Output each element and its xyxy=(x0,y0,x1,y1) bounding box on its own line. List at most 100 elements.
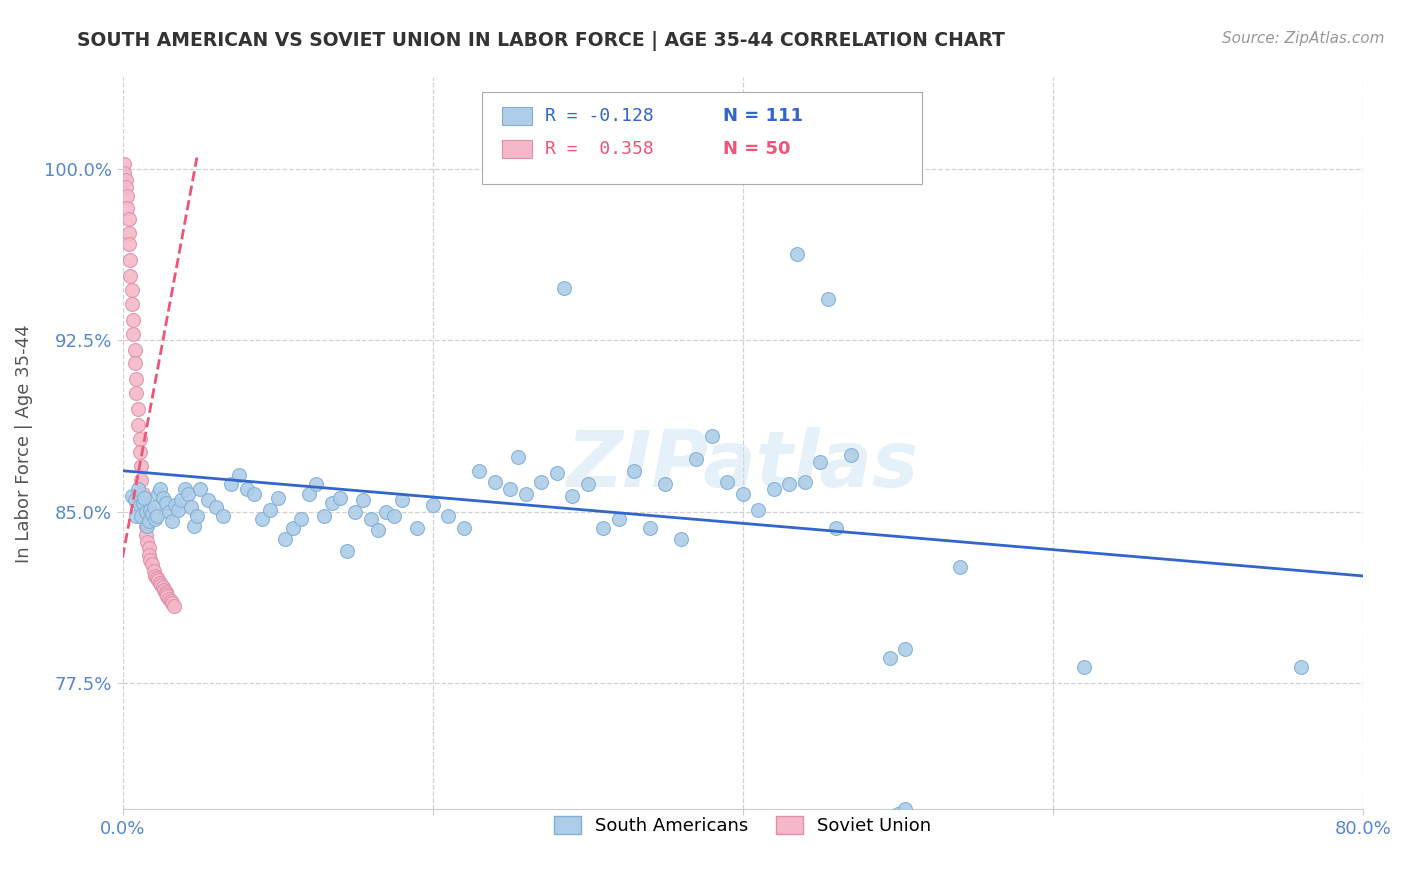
Point xyxy=(437,509,460,524)
Point xyxy=(197,493,219,508)
Point xyxy=(453,521,475,535)
Point xyxy=(894,642,917,657)
Point xyxy=(1073,660,1095,674)
Point xyxy=(157,505,180,519)
Point xyxy=(148,574,170,588)
Point xyxy=(839,448,862,462)
Point xyxy=(607,512,630,526)
Point xyxy=(382,509,405,524)
Point xyxy=(546,466,568,480)
Point xyxy=(124,356,146,370)
Point xyxy=(135,527,157,541)
Point xyxy=(180,500,202,515)
Point xyxy=(274,533,297,547)
Point xyxy=(576,477,599,491)
Point xyxy=(134,491,156,505)
Point xyxy=(700,429,723,443)
Point xyxy=(128,432,150,446)
Point xyxy=(328,491,350,505)
Point xyxy=(153,582,176,597)
Point xyxy=(160,596,183,610)
Point xyxy=(142,565,165,579)
Text: N = 50: N = 50 xyxy=(723,140,790,158)
Point xyxy=(647,157,669,171)
Point xyxy=(135,518,157,533)
Point xyxy=(592,521,614,535)
Point xyxy=(131,498,153,512)
Point xyxy=(114,180,136,194)
Point xyxy=(170,493,193,508)
Point xyxy=(145,571,167,585)
Point xyxy=(138,549,160,563)
Text: N = 111: N = 111 xyxy=(723,107,803,125)
Point xyxy=(156,590,179,604)
Text: ZIPatlas: ZIPatlas xyxy=(567,427,918,503)
Point xyxy=(125,386,148,401)
Point xyxy=(127,482,149,496)
Point xyxy=(122,326,145,341)
Point xyxy=(115,189,138,203)
Point xyxy=(120,269,142,284)
Point xyxy=(150,578,173,592)
Point xyxy=(312,509,335,524)
Point xyxy=(638,521,661,535)
Point xyxy=(948,559,970,574)
Point xyxy=(124,343,146,357)
Point xyxy=(138,514,160,528)
Point xyxy=(157,591,180,606)
Point xyxy=(138,541,160,556)
Point xyxy=(290,512,312,526)
Point xyxy=(139,502,162,516)
Point xyxy=(118,226,141,240)
Point xyxy=(121,283,143,297)
Point xyxy=(136,518,159,533)
Point xyxy=(121,489,143,503)
Point xyxy=(152,491,174,505)
Point xyxy=(148,486,170,500)
Point xyxy=(121,297,143,311)
Point xyxy=(176,486,198,500)
Point xyxy=(391,493,413,508)
Point xyxy=(530,475,553,490)
Point xyxy=(817,292,839,306)
Point xyxy=(344,505,367,519)
Point xyxy=(149,575,172,590)
Point xyxy=(685,452,707,467)
Point xyxy=(183,518,205,533)
Point xyxy=(243,486,266,500)
Point xyxy=(114,173,136,187)
Point xyxy=(716,475,738,490)
Point xyxy=(135,505,157,519)
Point xyxy=(468,464,491,478)
Legend: South Americans, Soviet Union: South Americans, Soviet Union xyxy=(544,806,941,844)
Point xyxy=(186,509,208,524)
Point xyxy=(623,464,645,478)
Point xyxy=(747,502,769,516)
Point xyxy=(212,509,235,524)
Point xyxy=(235,482,257,496)
Point xyxy=(808,454,831,468)
Point xyxy=(793,475,815,490)
Point xyxy=(173,482,195,496)
Point xyxy=(219,477,242,491)
Point xyxy=(142,500,165,515)
Point xyxy=(654,477,676,491)
Point xyxy=(367,523,389,537)
Point xyxy=(128,498,150,512)
Point xyxy=(143,512,166,526)
Point xyxy=(134,509,156,524)
Point xyxy=(122,313,145,327)
Point xyxy=(141,507,163,521)
Point xyxy=(499,482,522,496)
Point xyxy=(124,493,146,508)
Point xyxy=(506,450,529,464)
Y-axis label: In Labor Force | Age 35-44: In Labor Force | Age 35-44 xyxy=(15,324,32,563)
Point xyxy=(145,509,167,524)
Point xyxy=(127,402,149,417)
Point xyxy=(375,505,398,519)
Point xyxy=(159,594,181,608)
Text: R = -0.128: R = -0.128 xyxy=(546,107,654,125)
Point xyxy=(824,521,846,535)
Point xyxy=(129,459,152,474)
Point xyxy=(131,496,153,510)
